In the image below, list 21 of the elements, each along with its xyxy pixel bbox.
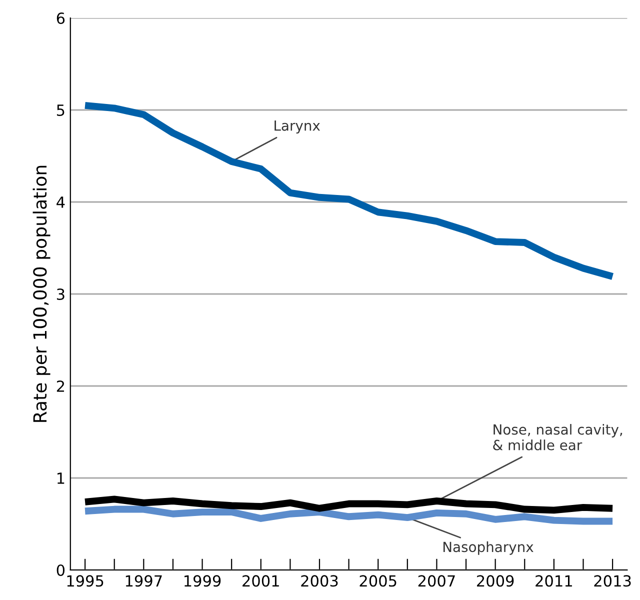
x-tick-label: 2005 [360, 575, 396, 587]
x-tick-label: 2001 [242, 575, 279, 587]
x-tick-label: 1995 [67, 575, 104, 587]
x-tick-label: 2013 [594, 575, 631, 587]
y-tick-label: 0 [56, 564, 65, 576]
y-axis-title: Rate per 100,000 population [32, 166, 50, 422]
text: Nose, nasal cavity, & middle ear [493, 424, 622, 450]
y-tick-label: 1 [57, 472, 64, 484]
y-tick-label: 2 [56, 380, 64, 392]
x-tick-label: 1997 [126, 575, 162, 587]
text: Larynx [274, 120, 320, 134]
x-tick-label: 2009 [477, 575, 514, 587]
x-tick-label: 2003 [301, 575, 338, 587]
y-tick-label: 6 [56, 12, 65, 24]
y-tick-label: 4 [56, 196, 65, 208]
y-tick-label: 3 [56, 288, 64, 300]
x-tick-label: 2007 [418, 575, 455, 587]
series-label: Nasopharynx [443, 541, 534, 555]
x-tick-label: 1999 [184, 575, 221, 587]
x-tick-label: 2011 [536, 575, 572, 587]
y-tick-label: 5 [57, 104, 64, 116]
